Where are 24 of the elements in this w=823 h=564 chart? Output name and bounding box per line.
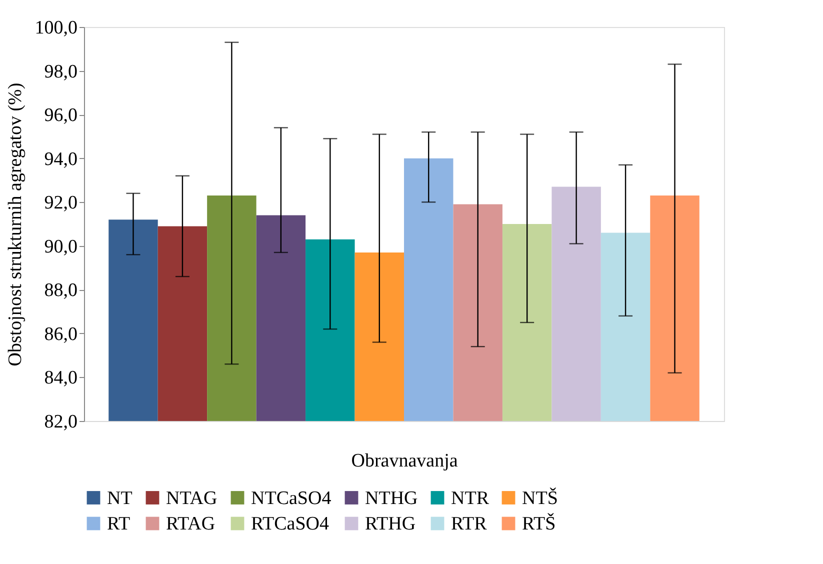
legend-label: RT xyxy=(107,514,131,534)
legend-label: RTHG xyxy=(365,514,416,534)
y-tick-label: 82,0 xyxy=(44,412,78,432)
y-tick-label: 84,0 xyxy=(44,368,78,389)
legend-label: RTR xyxy=(451,514,488,534)
legend-label: RTCaSO4 xyxy=(251,514,330,534)
legend-label: NTR xyxy=(451,488,490,509)
legend-label: RTŠ xyxy=(522,512,556,534)
y-axis-title: Obstojnost strukturnih agregatov (%) xyxy=(4,82,26,366)
y-tick-label: 96,0 xyxy=(44,105,78,126)
legend-label: NTAG xyxy=(166,488,218,509)
y-tick-label: 92,0 xyxy=(44,192,78,214)
x-axis-title: Obravnavanja xyxy=(351,450,458,472)
legend-label: NTHG xyxy=(365,488,418,509)
y-tick-label: 100,0 xyxy=(34,18,78,38)
y-tick-label: 88,0 xyxy=(44,280,78,302)
legend-label: NTŠ xyxy=(522,486,558,509)
legend-label: NT xyxy=(107,488,133,509)
y-tick-label: 90,0 xyxy=(44,236,78,258)
legend-label: RTAG xyxy=(166,514,216,534)
y-tick-label: 86,0 xyxy=(44,324,78,345)
y-tick-label: 94,0 xyxy=(44,148,78,170)
y-tick-label: 98,0 xyxy=(44,61,78,82)
legend-label: NTCaSO4 xyxy=(251,488,332,509)
